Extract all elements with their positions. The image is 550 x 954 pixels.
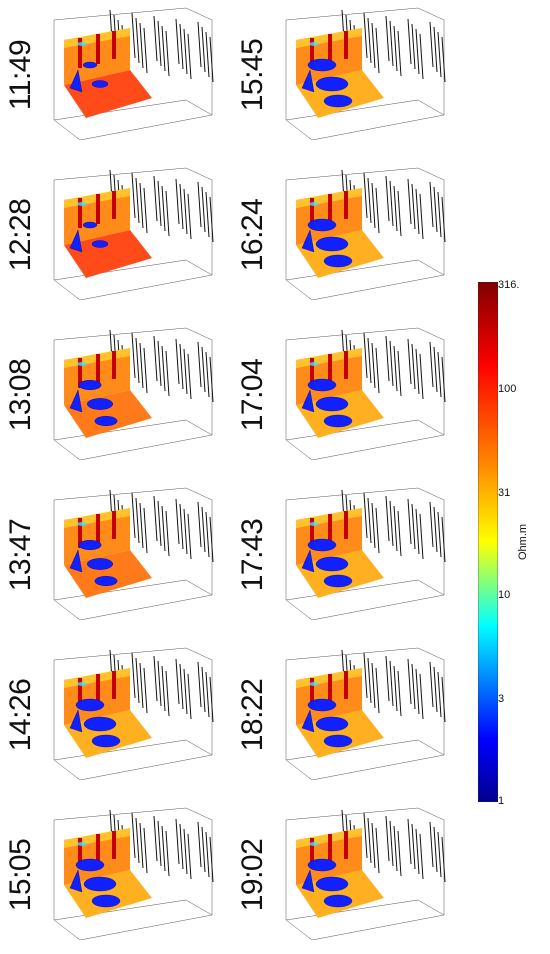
resistivity-3d-plot	[53, 807, 214, 941]
plot-axes	[53, 807, 213, 941]
colorbar-tick-10: 10	[498, 589, 511, 601]
time-panel: 16:24	[232, 160, 462, 310]
resistivity-3d-plot	[285, 807, 446, 941]
colorbar-tick-100: 100	[498, 383, 517, 395]
time-panel: 15:45	[232, 0, 462, 150]
high-resistivity-zone	[78, 671, 116, 708]
low-resistivity-plume	[69, 698, 121, 748]
low-resistivity-plume	[301, 378, 353, 428]
low-resistivity-plume	[69, 61, 109, 93]
horizontal-slice	[64, 230, 152, 278]
electrode-lines	[341, 169, 446, 243]
resistivity-3d-plot	[285, 327, 446, 461]
high-resistivity-zone	[78, 191, 116, 228]
resistivity-3d-plot	[285, 487, 446, 621]
high-resistivity-zone	[78, 511, 116, 548]
low-resistivity-plume	[301, 858, 353, 908]
low-resistivity-plume	[301, 538, 353, 588]
colorbar	[477, 281, 499, 803]
low-resistivity-plume	[69, 540, 118, 586]
resistivity-3d-plot	[53, 647, 214, 781]
low-resistivity-plume	[69, 221, 109, 253]
resistivity-3d-plot	[285, 647, 446, 781]
low-resistivity-plume	[69, 858, 121, 908]
high-resistivity-zone	[310, 31, 348, 68]
time-panel: 15:05	[0, 800, 230, 950]
horizontal-slice	[64, 70, 152, 118]
low-resistivity-plume	[69, 380, 118, 426]
high-resistivity-zone	[78, 31, 116, 68]
plot-axes	[285, 647, 445, 781]
low-resistivity-plume	[301, 218, 353, 268]
resistivity-3d-plot	[53, 7, 214, 141]
time-panel: 14:26	[0, 640, 230, 790]
resistivity-3d-plot	[53, 487, 214, 621]
time-panel: 13:08	[0, 320, 230, 470]
plot-axes	[285, 807, 445, 941]
electrode-lines	[109, 9, 214, 83]
plot-axes	[285, 487, 445, 621]
time-label: 15:05	[4, 838, 37, 912]
time-label: 17:04	[236, 358, 269, 432]
time-panel: 18:22	[232, 640, 462, 790]
plot-axes	[53, 647, 213, 781]
colorbar-tick-316: 316.	[498, 279, 520, 291]
resistivity-3d-plot	[285, 7, 446, 141]
time-panel: 11:49	[0, 0, 230, 150]
time-panel: 17:43	[232, 480, 462, 630]
plot-axes	[53, 7, 213, 141]
plot-axes	[285, 7, 445, 141]
resistivity-3d-plot	[53, 167, 214, 301]
time-label: 16:24	[236, 198, 269, 272]
horizontal-slice	[64, 550, 152, 598]
plot-axes	[285, 167, 445, 301]
time-panel: 13:47	[0, 480, 230, 630]
resistivity-3d-plot	[285, 167, 446, 301]
resistivity-3d-plot	[53, 327, 214, 461]
high-resistivity-zone	[78, 831, 116, 868]
plot-axes	[53, 327, 213, 461]
horizontal-slice	[64, 390, 152, 438]
time-label: 14:26	[4, 678, 37, 752]
time-label: 15:45	[236, 38, 269, 112]
time-panel: 12:28	[0, 160, 230, 310]
plot-axes	[285, 327, 445, 461]
time-label: 11:49	[4, 39, 37, 111]
time-panel: 17:04	[232, 320, 462, 470]
high-resistivity-zone	[78, 351, 116, 388]
time-label: 13:08	[4, 358, 37, 432]
high-resistivity-zone	[310, 191, 348, 228]
high-resistivity-zone	[310, 511, 348, 548]
time-label: 13:47	[4, 518, 37, 592]
colorbar-tick-1: 1	[498, 795, 505, 807]
time-label: 19:02	[236, 838, 269, 912]
high-resistivity-zone	[310, 671, 348, 708]
colorbar-title: Ohm.m	[517, 523, 529, 560]
low-resistivity-plume	[301, 58, 353, 108]
time-panel: 19:02	[232, 800, 462, 950]
colorbar-tick-3: 3	[498, 693, 505, 705]
high-resistivity-zone	[310, 831, 348, 868]
high-resistivity-zone	[310, 351, 348, 388]
plot-axes	[53, 167, 213, 301]
time-label: 18:22	[236, 678, 269, 752]
colorbar-tick-31: 31	[498, 487, 511, 499]
low-resistivity-plume	[301, 698, 353, 748]
time-label: 17:43	[236, 518, 269, 592]
plot-axes	[53, 487, 213, 621]
time-label: 12:28	[4, 198, 37, 272]
